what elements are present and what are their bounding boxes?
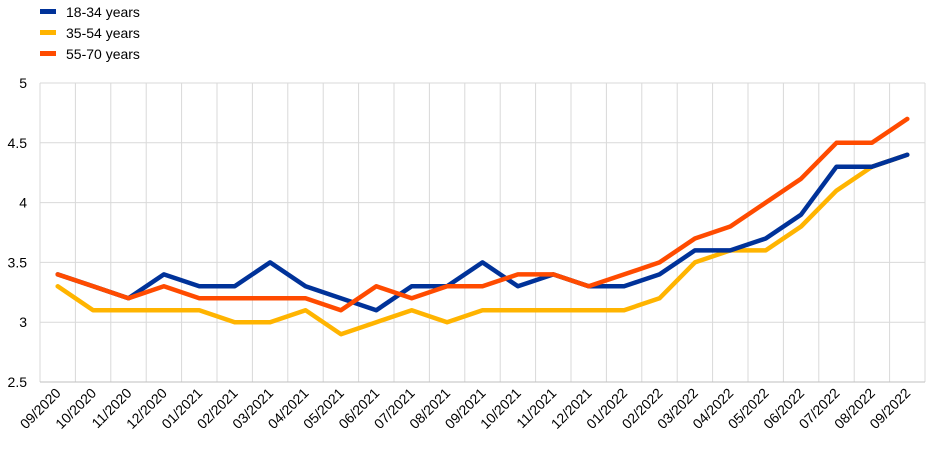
legend-swatch-35-54: [40, 30, 56, 35]
y-tick-label: 2.5: [8, 374, 28, 390]
y-tick-label: 4: [19, 195, 27, 211]
legend-swatch-55-70: [40, 51, 56, 56]
y-tick-label: 3: [19, 314, 27, 330]
legend-item-55-70: 55-70 years: [40, 43, 140, 64]
legend-item-18-34: 18-34 years: [40, 1, 140, 22]
series-line-18-34-years: [55, 152, 910, 313]
legend: 18-34 years 35-54 years 55-70 years: [40, 1, 140, 64]
y-tick-label: 3.5: [8, 254, 28, 270]
legend-item-35-54: 35-54 years: [40, 22, 140, 43]
legend-label-18-34: 18-34 years: [66, 3, 140, 20]
legend-swatch-18-34: [40, 9, 56, 14]
legend-label-55-70: 55-70 years: [66, 45, 140, 62]
legend-label-35-54: 35-54 years: [66, 24, 140, 41]
series-line-35-54-years: [55, 152, 910, 337]
series-line-55-70-years: [55, 116, 910, 313]
y-tick-label: 5: [19, 75, 27, 91]
y-tick-label: 4.5: [8, 135, 28, 151]
